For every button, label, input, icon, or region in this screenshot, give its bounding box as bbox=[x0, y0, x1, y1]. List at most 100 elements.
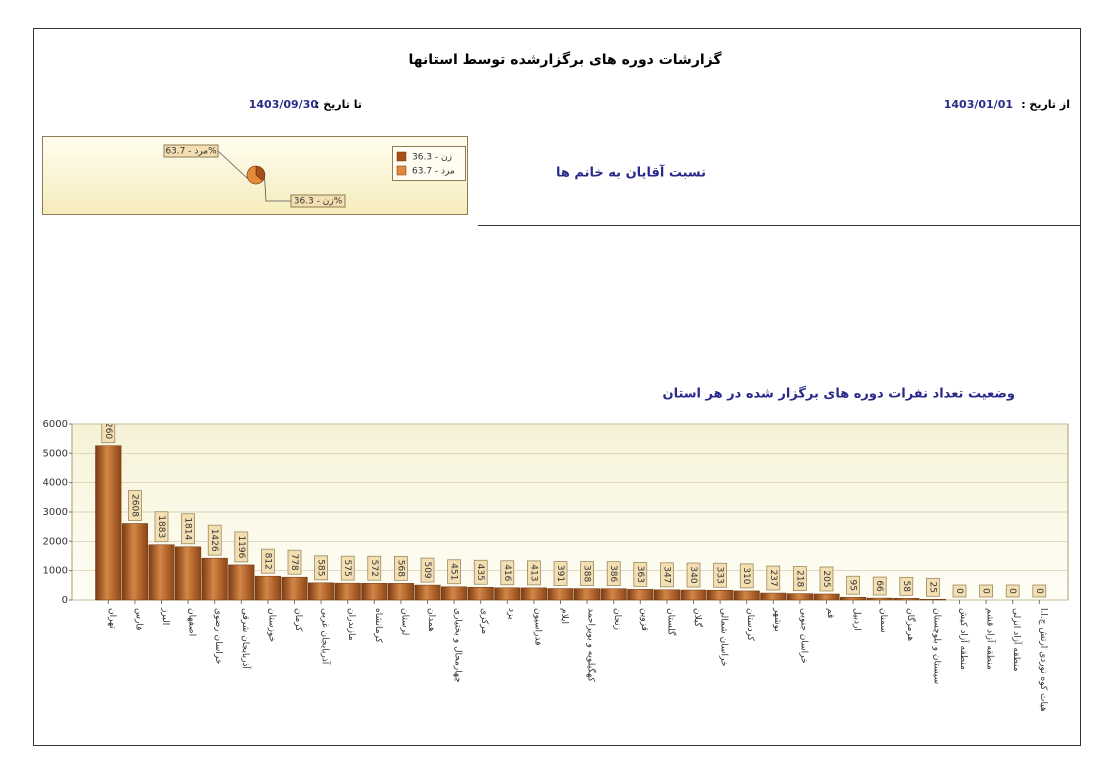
x-tick-label: منطقه آزاد انزلی bbox=[1011, 608, 1023, 672]
value-label: 572 bbox=[369, 560, 379, 577]
y-tick-label: 1000 bbox=[43, 566, 68, 577]
value-label-box bbox=[686, 562, 701, 588]
value-label-box bbox=[819, 566, 834, 592]
value-label-box bbox=[447, 559, 461, 585]
bar bbox=[547, 588, 574, 601]
value-label: 435 bbox=[475, 564, 485, 581]
bar bbox=[627, 589, 654, 601]
bar bbox=[919, 599, 946, 601]
value-label: 1814 bbox=[183, 517, 193, 540]
bar bbox=[893, 598, 920, 601]
value-label-box bbox=[340, 555, 355, 581]
page-frame bbox=[33, 28, 1081, 746]
value-label: 1883 bbox=[156, 515, 166, 538]
value-label-box bbox=[926, 577, 940, 597]
value-label-box bbox=[473, 559, 488, 585]
value-label: 778 bbox=[289, 554, 299, 571]
bar bbox=[840, 596, 867, 601]
value-label-box bbox=[660, 562, 674, 588]
value-label-box bbox=[287, 549, 302, 575]
x-tick-label: فارس bbox=[133, 608, 143, 630]
value-label: 347 bbox=[661, 566, 671, 583]
value-labels: 5260 2608 1883 1814 1426 1196 812 778 585 575 572 5… bbox=[101, 424, 1047, 598]
x-tick-label: منطقه آزاد کیش bbox=[958, 608, 970, 670]
value-label: 388 bbox=[582, 565, 592, 582]
value-label: 25 bbox=[927, 582, 937, 593]
value-label: 413 bbox=[528, 564, 538, 581]
x-tick-label: تهران bbox=[107, 608, 117, 629]
to-date: 1403/09/30 bbox=[249, 98, 319, 111]
bar-title: وضعیت تعداد نفرات دوره های برگزار شده در… bbox=[662, 386, 1015, 402]
value-label-box bbox=[527, 560, 541, 586]
value-label-box bbox=[899, 576, 914, 596]
bar bbox=[786, 593, 813, 601]
bar bbox=[733, 590, 760, 601]
value-label-box bbox=[739, 563, 754, 589]
from-date: 1403/01/01 bbox=[944, 98, 1013, 111]
value-label: 205 bbox=[821, 570, 831, 587]
value-label-box bbox=[872, 576, 887, 596]
value-label-box bbox=[846, 575, 860, 595]
x-tick-label: کهگیلویه و بویراحمد bbox=[586, 608, 598, 682]
value-label-box bbox=[952, 584, 967, 598]
x-tick-label: لرستان bbox=[399, 608, 409, 635]
value-label-box bbox=[979, 584, 993, 598]
value-label-box bbox=[1005, 584, 1020, 598]
x-tick-label: اردبیل bbox=[852, 608, 862, 631]
value-label-box bbox=[793, 566, 807, 591]
x-tick-label: هرمزگان bbox=[905, 608, 917, 641]
y-tick-label: 5000 bbox=[43, 448, 68, 459]
callout-box bbox=[290, 194, 346, 208]
value-label: 0 bbox=[1007, 588, 1017, 594]
y-tick-label: 0 bbox=[62, 595, 68, 606]
value-label: 0 bbox=[954, 588, 964, 594]
bar bbox=[148, 544, 175, 601]
bar bbox=[95, 445, 122, 601]
legend-swatch bbox=[396, 151, 407, 162]
bar bbox=[653, 589, 680, 601]
value-label-box bbox=[101, 424, 116, 444]
bar bbox=[361, 582, 388, 601]
value-label: 218 bbox=[794, 570, 804, 587]
value-label: 58 bbox=[901, 581, 911, 593]
x-tick-label: قم bbox=[825, 608, 835, 618]
value-label: 66 bbox=[874, 580, 884, 592]
x-tick-label: سمنان bbox=[878, 608, 888, 633]
x-tick-label: چهارمحال و بختیاری bbox=[453, 608, 463, 683]
value-label-box bbox=[261, 548, 275, 574]
bar bbox=[760, 592, 787, 601]
bar bbox=[201, 557, 228, 601]
report-title: گزارشات دوره های برگزارشده توسط استانها bbox=[408, 51, 722, 68]
value-label-box bbox=[420, 557, 435, 583]
x-tick-label: آذربایجان غربی bbox=[320, 608, 332, 665]
value-label-box bbox=[234, 531, 249, 563]
value-label: 451 bbox=[449, 563, 459, 580]
callout-label: مرد - 63.7% bbox=[165, 147, 217, 157]
x-tick-label: خراسان جنوبی bbox=[798, 608, 808, 664]
value-label-box bbox=[128, 490, 142, 521]
bar bbox=[175, 546, 202, 601]
value-label-box bbox=[500, 560, 515, 586]
x-tick-label: خوزستان bbox=[266, 608, 276, 642]
value-label: 363 bbox=[635, 566, 645, 583]
pie-slice bbox=[246, 165, 264, 185]
value-label: 416 bbox=[502, 564, 512, 581]
value-label: 1426 bbox=[209, 529, 219, 552]
x-tick-label: گیلان bbox=[692, 608, 704, 628]
y-tick-label: 6000 bbox=[43, 419, 68, 430]
y-tick-label: 3000 bbox=[43, 507, 68, 518]
value-label: 585 bbox=[316, 559, 326, 576]
x-tick-label: البرز bbox=[160, 607, 170, 625]
value-label: 1196 bbox=[236, 535, 246, 558]
x-tick-label: آذربایجان شرقی bbox=[240, 608, 252, 669]
x-tick-label: کرمان bbox=[293, 608, 303, 632]
value-label: 575 bbox=[342, 560, 352, 577]
x-tick-label: اصفهان bbox=[187, 608, 197, 636]
bar bbox=[494, 587, 521, 601]
value-label: 237 bbox=[768, 569, 778, 586]
value-label: 310 bbox=[741, 567, 751, 584]
from-label: از تاریخ : bbox=[1021, 98, 1070, 111]
callout-box bbox=[163, 144, 219, 158]
bar bbox=[308, 582, 335, 601]
